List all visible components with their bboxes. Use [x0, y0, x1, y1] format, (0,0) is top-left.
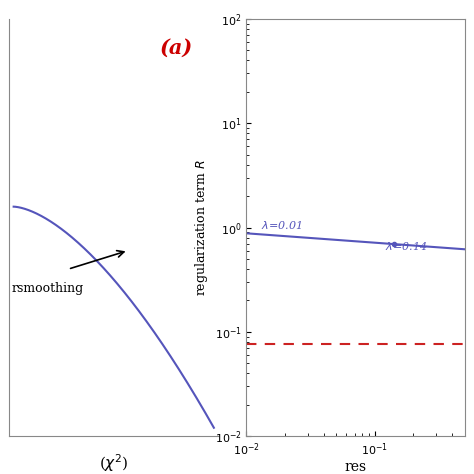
Text: rsmoothing: rsmoothing [11, 282, 84, 294]
Text: (a): (a) [160, 38, 193, 58]
Text: ($\chi^2$): ($\chi^2$) [99, 453, 128, 474]
Text: $\lambda$=0.01: $\lambda$=0.01 [261, 219, 302, 231]
Text: $\lambda$=0.14: $\lambda$=0.14 [385, 240, 428, 252]
X-axis label: res: res [345, 460, 366, 474]
Y-axis label: regularization term $R$: regularization term $R$ [193, 159, 210, 296]
